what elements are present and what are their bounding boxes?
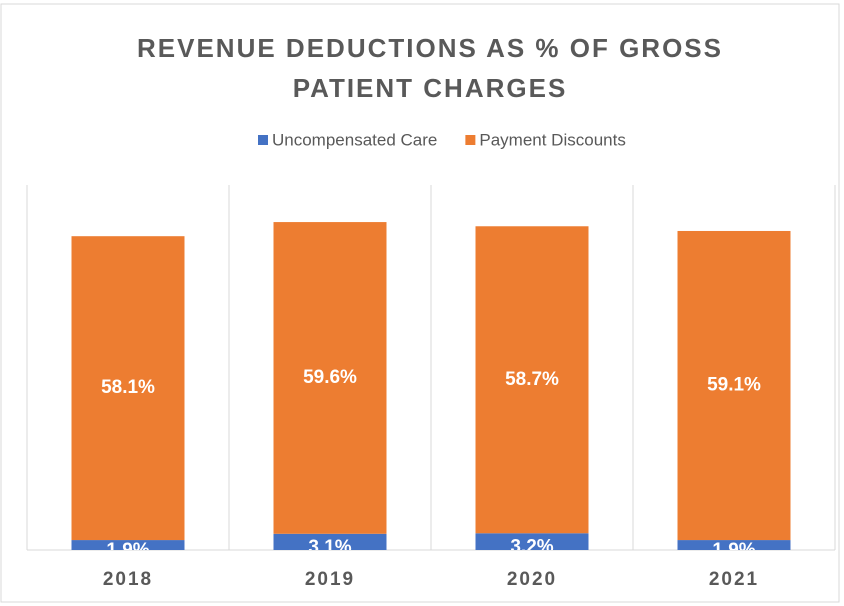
x-tick-label: 2018 [103,569,153,590]
x-tick-label: 2019 [305,569,355,590]
bar-segment [71,236,185,541]
x-tick-label: 2020 [507,569,557,590]
data-labels: 1.9% 58.1% 3.1% 59.6% 3.2% 58.7% 1.9% 59.1% [101,367,761,561]
data-label: 3.1% [308,537,351,558]
bar-segment [71,540,185,550]
legend-label: Payment Discounts [479,130,625,149]
data-label: 58.1% [101,377,155,398]
data-label: 59.1% [707,375,761,396]
data-label: 1.9% [712,540,755,561]
bar-segment [677,540,791,550]
legend-swatch [258,135,268,145]
bar-segment [677,230,791,541]
legend-swatch [465,135,476,145]
data-label: 58.7% [505,369,559,390]
x-tick-label: 2021 [709,569,759,590]
chart-border [0,3,840,603]
chart-title: REVENUE DEDUCTIONS AS % OF GROSS PATIENT… [137,33,723,103]
bar-segment [273,222,387,534]
bar-segment [475,226,589,534]
bar-segment [475,533,589,550]
data-label: 3.2% [510,537,553,558]
data-label: 59.6% [303,367,357,388]
bar-segment [273,533,387,550]
data-label: 1.9% [106,540,149,561]
legend-label: Uncompensated Care [272,130,437,149]
